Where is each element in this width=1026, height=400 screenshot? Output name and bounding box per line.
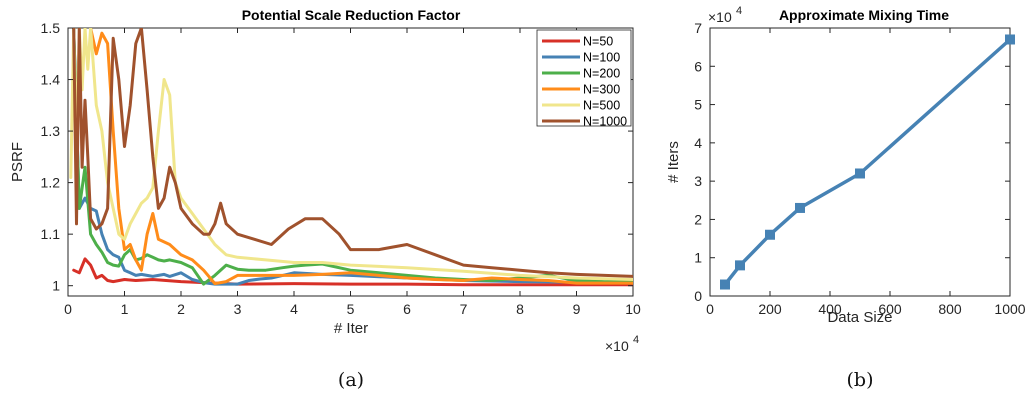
x-tick-label: 2 [177, 301, 185, 317]
x-tick-label: 200 [758, 301, 782, 317]
series-line-n-500 [69, 28, 633, 281]
y-tick-label: 1.2 [41, 175, 61, 191]
series-line-n-1000 [72, 28, 633, 278]
x-tick-label: 0 [706, 301, 714, 317]
legend-label-n-50: N=50 [583, 35, 613, 49]
y-tick-label: 2 [694, 211, 702, 227]
y-tick-label: 3 [694, 173, 702, 189]
y-tick-label: 6 [694, 58, 702, 74]
psrf-title: Potential Scale Reduction Factor [242, 7, 461, 23]
mixing-plot-area [709, 27, 1011, 297]
psrf-x-exponent: ×10 4 [605, 334, 639, 354]
svg-text:×10: ×10 [708, 9, 732, 25]
mixing-title: Approximate Mixing Time [779, 7, 949, 23]
x-tick-label: 600 [878, 301, 902, 317]
y-tick-label: 7 [694, 20, 702, 36]
mixing-y-exponent: ×10 4 [708, 5, 742, 25]
mixing-point [765, 229, 775, 240]
psrf-series-lines [69, 28, 633, 287]
y-tick-label: 1.1 [41, 226, 61, 242]
caption-b: (b) [847, 369, 874, 391]
x-tick-label: 10 [625, 301, 641, 317]
x-tick-label: 0 [64, 301, 72, 317]
mixing-x-ticks: 0 200 400 600 800 1000 [706, 28, 1026, 317]
legend-box [536, 29, 632, 127]
psrf-legend: N=50 N=100 N=200 N=300 N=500 N=1000 [536, 29, 632, 129]
y-tick-label: 1 [52, 278, 60, 294]
mixing-point [855, 168, 865, 179]
legend-label-n-1000: N=1000 [583, 115, 627, 129]
y-tick-label: 1.3 [41, 123, 61, 139]
y-tick-label: 1.5 [41, 20, 61, 36]
mixing-point [1005, 34, 1015, 45]
y-tick-label: 4 [694, 135, 702, 151]
mixing-y-label: # Iters [665, 141, 682, 183]
psrf-x-label: # Iter [334, 320, 368, 337]
y-tick-label: 1 [694, 250, 702, 266]
x-tick-label: 5 [347, 301, 355, 317]
legend-label-n-200: N=200 [583, 67, 620, 81]
x-tick-label: 3 [234, 301, 242, 317]
y-tick-label: 1.4 [41, 72, 61, 88]
mixing-markers [720, 34, 1015, 290]
mixing-point [795, 202, 805, 213]
mixing-point [720, 279, 730, 290]
x-tick-label: 7 [460, 301, 468, 317]
x-tick-label: 800 [938, 301, 962, 317]
psrf-chart: 0 1 2 3 4 5 6 7 8 9 10 11.11.21.31.41.5 Potential … [9, 7, 641, 354]
svg-text:×10: ×10 [605, 338, 629, 354]
svg-text:4: 4 [633, 334, 639, 346]
x-tick-label: 1 [121, 301, 129, 317]
y-tick-label: 5 [694, 97, 702, 113]
mixing-x-label: Data Size [827, 309, 892, 326]
series-line-n-50 [72, 257, 633, 287]
x-tick-label: 8 [516, 301, 524, 317]
x-tick-label: 9 [573, 301, 581, 317]
x-tick-label: 400 [818, 301, 842, 317]
caption-a: (a) [338, 369, 364, 391]
series-line-n-300 [89, 28, 633, 286]
legend-label-n-500: N=500 [583, 99, 620, 113]
y-tick-label: 0 [694, 288, 702, 304]
psrf-y-ticks: 1 1.1 1.2 1.3 1.4 1.5 [41, 20, 633, 294]
x-tick-label: 6 [403, 301, 411, 317]
x-tick-label: 1000 [994, 301, 1025, 317]
svg-text:4: 4 [736, 5, 742, 17]
mixing-point [735, 260, 745, 271]
mixing-y-ticks: 0 1 2 3 4 5 6 7 [694, 20, 1010, 304]
psrf-x-ticks: 0 1 2 3 4 5 6 7 8 9 10 [64, 28, 641, 317]
legend-label-n-100: N=100 [583, 51, 620, 65]
mixing-time-chart: 0 200 400 600 800 1000 0 1 2 3 4 5 6 7 Approximate M… [665, 5, 1026, 326]
legend-label-n-300: N=300 [583, 83, 620, 97]
psrf-y-label: PSRF [9, 142, 26, 182]
x-tick-label: 4 [290, 301, 298, 317]
